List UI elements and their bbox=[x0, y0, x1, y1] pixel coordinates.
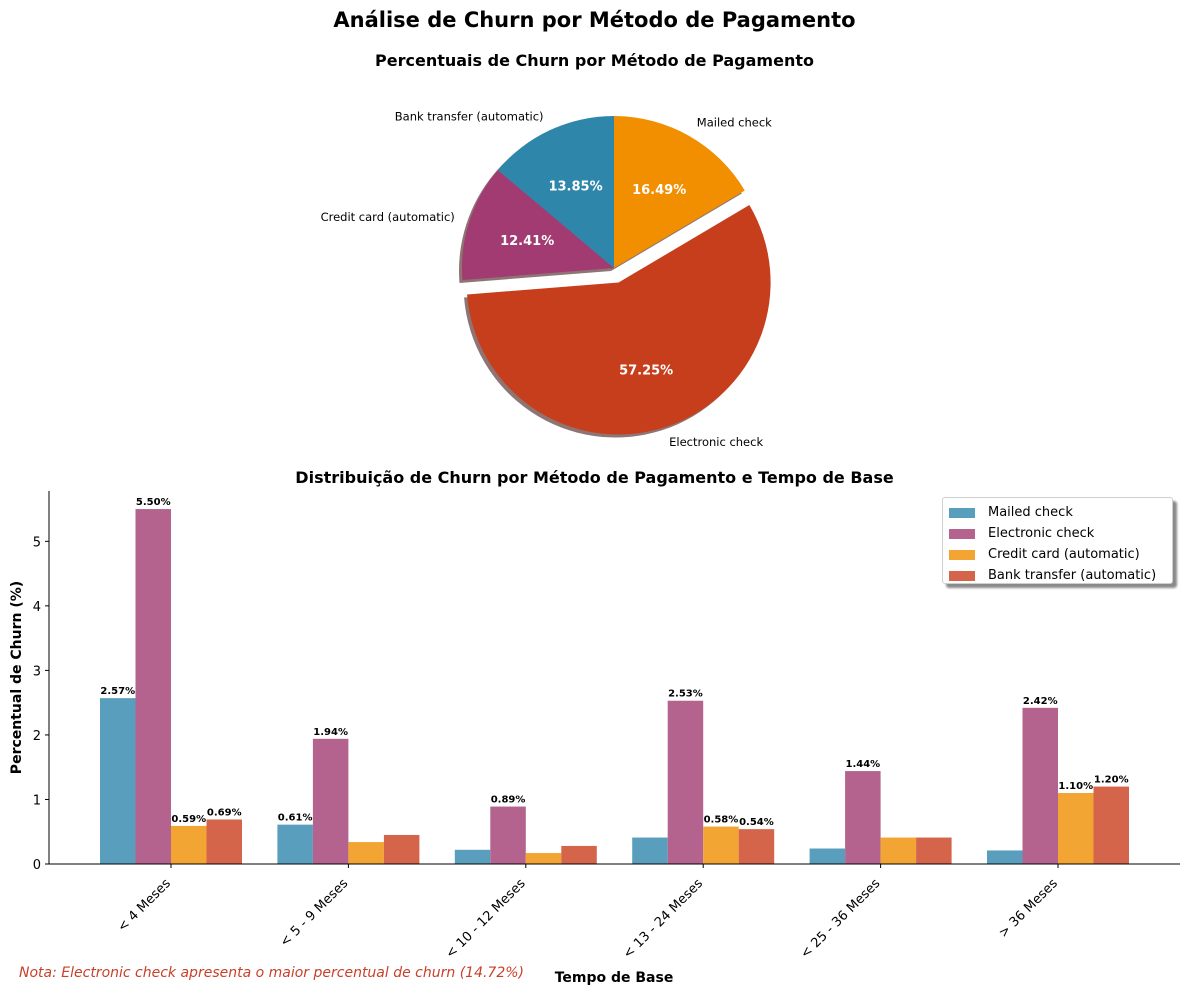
bar-value-label-mailed-check-0: 2.57% bbox=[100, 686, 135, 697]
bar-credit-card-automatic-0 bbox=[171, 825, 207, 864]
x-tick-label-2: < 10 - 12 Meses bbox=[443, 876, 529, 962]
legend-item-electronic-check: Electronic check bbox=[949, 523, 1172, 544]
x-tick-label-1: < 5 - 9 Meses bbox=[277, 876, 351, 950]
bar-value-label-bank-transfer-automatic-3: 0.54% bbox=[739, 817, 774, 828]
bar-electronic-check-1 bbox=[312, 738, 349, 864]
pie-value-label-mailed-check: 16.49% bbox=[632, 183, 686, 198]
bar-electronic-check-4 bbox=[845, 771, 881, 864]
bar-electronic-check-0 bbox=[135, 509, 171, 864]
bar-bank-transfer-automatic-5 bbox=[1093, 786, 1129, 864]
y-tick-label-2: 2 bbox=[33, 729, 41, 744]
x-tick-label-4: < 25 - 36 Meses bbox=[798, 876, 884, 962]
bar-value-label-bank-transfer-automatic-0: 0.69% bbox=[207, 807, 242, 818]
legend-swatch bbox=[949, 528, 975, 539]
bar-bank-transfer-automatic-4 bbox=[916, 837, 952, 864]
legend-item-bank-transfer-automatic: Bank transfer (automatic) bbox=[949, 565, 1172, 586]
bar-chart-legend: Mailed check Electronic check Credit card … bbox=[942, 497, 1173, 584]
bar-mailed-check-2 bbox=[454, 849, 491, 864]
legend-swatch bbox=[949, 549, 975, 560]
x-tick-label-5: > 36 Meses bbox=[996, 876, 1061, 941]
y-tick-label-5: 5 bbox=[33, 535, 41, 550]
pie-slice-electronic-check bbox=[467, 205, 771, 435]
bar-bank-transfer-automatic-3 bbox=[738, 829, 775, 864]
bar-credit-card-automatic-4 bbox=[880, 837, 917, 864]
pie-value-label-credit-card-automatic: 12.41% bbox=[500, 234, 554, 249]
pie-chart-title: Percentuais de Churn por Método de Pagam… bbox=[375, 51, 814, 70]
y-tick-label-4: 4 bbox=[33, 600, 41, 615]
bar-electronic-check-5 bbox=[1022, 707, 1058, 864]
legend-swatch bbox=[949, 507, 975, 518]
bar-mailed-check-0 bbox=[100, 698, 136, 864]
bar-bank-transfer-automatic-0 bbox=[206, 819, 242, 864]
bar-mailed-check-5 bbox=[987, 850, 1023, 864]
y-tick-label-0: 0 bbox=[33, 858, 41, 873]
legend-item-credit-card-automatic: Credit card (automatic) bbox=[949, 544, 1172, 565]
pie-slice-bank-transfer-automatic bbox=[497, 116, 614, 268]
bar-value-label-electronic-check-0: 5.50% bbox=[136, 497, 171, 508]
bar-value-label-mailed-check-1: 0.61% bbox=[278, 813, 313, 824]
legend-swatch bbox=[949, 570, 975, 581]
pie-slice-credit-card-automatic bbox=[462, 170, 614, 281]
x-tick-label-0: < 4 Meses bbox=[115, 876, 174, 935]
bar-bank-transfer-automatic-1 bbox=[383, 834, 420, 864]
bar-electronic-check-2 bbox=[490, 806, 526, 864]
bar-value-label-bank-transfer-automatic-5: 1.20% bbox=[1094, 775, 1129, 786]
bar-electronic-check-3 bbox=[667, 700, 704, 864]
footnote: Nota: Electronic check apresenta o maior… bbox=[19, 965, 525, 981]
x-axis-title: Tempo de Base bbox=[555, 970, 674, 986]
bar-mailed-check-3 bbox=[632, 837, 668, 864]
bar-credit-card-automatic-1 bbox=[348, 842, 384, 864]
pie-slice-mailed-check bbox=[614, 116, 745, 268]
bar-value-label-electronic-check-2: 0.89% bbox=[491, 795, 526, 806]
bar-value-label-electronic-check-1: 1.94% bbox=[313, 727, 348, 738]
legend-label: Mailed check bbox=[988, 505, 1073, 520]
legend-label: Bank transfer (automatic) bbox=[988, 568, 1157, 583]
pie-category-label-credit-card-automatic: Credit card (automatic) bbox=[321, 210, 455, 224]
figure-title: Análise de Churn por Método de Pagamento bbox=[333, 8, 856, 32]
bar-mailed-check-1 bbox=[277, 824, 313, 864]
x-tick-label-3: < 13 - 24 Meses bbox=[620, 876, 706, 962]
bar-bank-transfer-automatic-2 bbox=[561, 845, 597, 864]
bar-mailed-check-4 bbox=[809, 848, 846, 864]
legend-label: Credit card (automatic) bbox=[988, 547, 1140, 562]
y-axis-title: Percentual de Churn (%) bbox=[9, 581, 25, 774]
pie-value-label-bank-transfer-automatic: 13.85% bbox=[548, 179, 602, 194]
y-tick-label-3: 3 bbox=[33, 664, 41, 679]
pie-category-label-bank-transfer-automatic: Bank transfer (automatic) bbox=[395, 109, 544, 123]
pie-value-label-electronic-check: 57.25% bbox=[619, 363, 673, 378]
bar-value-label-electronic-check-3: 2.53% bbox=[668, 689, 703, 700]
pie-chart: 16.49% Mailed check 57.25% Electronic check… bbox=[321, 109, 773, 449]
legend-label: Electronic check bbox=[988, 526, 1095, 541]
pie-category-label-electronic-check: Electronic check bbox=[669, 435, 763, 449]
bar-value-label-electronic-check-4: 1.44% bbox=[845, 759, 880, 770]
bar-credit-card-automatic-3 bbox=[703, 826, 739, 864]
pie-category-label-mailed-check: Mailed check bbox=[697, 116, 772, 130]
bar-value-label-credit-card-automatic-3: 0.58% bbox=[704, 815, 739, 826]
bar-credit-card-automatic-2 bbox=[525, 853, 562, 864]
legend-item-mailed-check: Mailed check bbox=[949, 502, 1172, 523]
bar-credit-card-automatic-5 bbox=[1058, 793, 1094, 864]
bar-value-label-credit-card-automatic-0: 0.59% bbox=[171, 814, 206, 825]
bar-value-label-credit-card-automatic-5: 1.10% bbox=[1058, 781, 1093, 792]
bar-chart-title: Distribuição de Churn por Método de Paga… bbox=[295, 468, 894, 487]
bar-value-label-electronic-check-5: 2.42% bbox=[1023, 696, 1058, 707]
y-tick-label-1: 1 bbox=[33, 793, 41, 808]
